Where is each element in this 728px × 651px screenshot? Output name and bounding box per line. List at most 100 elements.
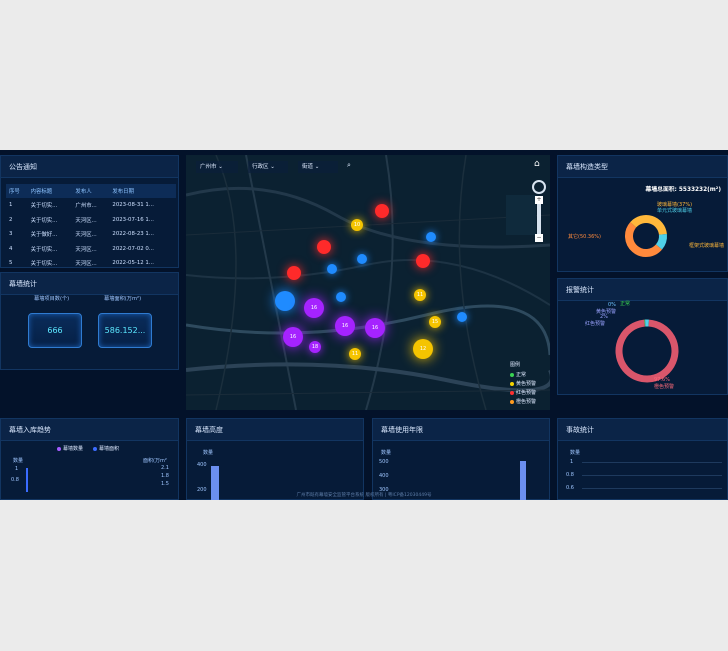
- table-row[interactable]: 3 关于做好... 天河区... 2022-08-23 1...: [9, 231, 155, 239]
- compass-icon[interactable]: [532, 180, 546, 194]
- alarm-label-2pct: 2%: [600, 314, 608, 320]
- map-marker[interactable]: [336, 292, 346, 302]
- alarm-label-0pct: 0%: [608, 302, 616, 308]
- search-icon[interactable]: ⌕: [347, 161, 351, 169]
- height-bar: [211, 466, 219, 500]
- map-marker[interactable]: 16: [335, 316, 355, 336]
- zoom-out-button[interactable]: −: [535, 234, 543, 242]
- col-publisher: 发布人: [72, 184, 110, 198]
- table-row[interactable]: 4 关于切实... 天河区... 2022-07-02 0...: [9, 245, 155, 253]
- map-marker[interactable]: 16: [304, 298, 324, 318]
- map-marker[interactable]: [426, 232, 436, 242]
- alarm-label-orange: 橙色预警: [654, 384, 675, 390]
- height-tick: 400: [197, 462, 207, 468]
- alarm-title: 报警统计: [558, 279, 727, 301]
- map-marker[interactable]: 11: [414, 289, 426, 301]
- accident-tick: 1: [570, 459, 574, 465]
- map-marker[interactable]: [457, 312, 467, 322]
- map-background: [186, 155, 550, 410]
- legend-dot-icon: [93, 446, 97, 451]
- zoom-in-button[interactable]: +: [535, 196, 543, 204]
- age-tick: 300: [379, 487, 389, 493]
- street-select[interactable]: 街道 ⌄: [298, 161, 338, 173]
- map[interactable]: 广州市 ⌄ 行政区 ⌄ 街道 ⌄ ⌕ ⌂ + − 10 11 15 16 16 16 16 1…: [186, 155, 550, 410]
- map-marker[interactable]: [317, 240, 331, 254]
- structure-label-unit: 单元式玻璃幕墙: [657, 208, 693, 214]
- trend-line-series: [26, 468, 28, 492]
- alarm-label-red: 红色预警: [585, 321, 606, 327]
- district-select[interactable]: 行政区 ⌄: [248, 161, 288, 173]
- map-marker[interactable]: 12: [413, 339, 433, 359]
- map-marker[interactable]: [357, 254, 367, 264]
- legend-yellow: 黄色预警: [510, 380, 536, 387]
- table-row[interactable]: 2 关于切实... 天河区... 2023-07-16 1...: [9, 216, 155, 224]
- accident-gridline: [582, 488, 722, 489]
- structure-label-other: 其它(50.36%): [568, 234, 601, 240]
- map-legend: 图例 正常 黄色预警 红色预警 橙色预警: [508, 361, 548, 409]
- legend-red: 红色预警: [510, 389, 536, 396]
- age-bar: [520, 461, 526, 500]
- map-marker[interactable]: [327, 264, 337, 274]
- trend-right-axis-label: 面积(万m²: [143, 458, 167, 464]
- alarm-donut-chart: [615, 319, 679, 383]
- map-marker[interactable]: [275, 291, 295, 311]
- trend-right-tick: 2.1: [161, 465, 169, 471]
- age-title: 幕墙使用年限: [373, 419, 549, 441]
- accident-gridline: [582, 475, 722, 476]
- age-tick: 500: [379, 459, 389, 465]
- accident-tick: 0.6: [566, 485, 574, 491]
- accident-title: 事故统计: [558, 419, 727, 441]
- count-value: 666: [28, 313, 82, 348]
- legend-marker-icon: [510, 390, 514, 395]
- city-select[interactable]: 广州市 ⌄: [196, 161, 238, 173]
- legend-orange: 橙色预警: [510, 398, 536, 405]
- trend-right-tick: 1.5: [161, 481, 169, 487]
- alarm-label-97pct: 97.6%: [654, 377, 670, 383]
- table-row[interactable]: 1 关于切实... 广州市... 2023-08-31 1...: [9, 202, 155, 210]
- structure-slice-2[interactable]: [655, 233, 667, 250]
- stats-panel: 幕墙统计: [0, 272, 179, 370]
- structure-label-glass: 玻璃幕墙(37%): [657, 202, 693, 208]
- height-tick: 200: [197, 487, 207, 493]
- structure-donut-chart: [625, 215, 667, 257]
- age-axis-label: 数量: [381, 450, 392, 456]
- table-row[interactable]: 5 关于切实... 天河区... 2022-05-12 1...: [9, 260, 155, 268]
- zoom-slider[interactable]: [537, 199, 541, 239]
- map-marker[interactable]: [287, 266, 301, 280]
- chevron-down-icon: ⌄: [270, 164, 275, 170]
- area-value: 586.152...: [98, 313, 152, 348]
- alarm-label-yellow: 黄色预警: [596, 309, 617, 315]
- trend-panel: 幕墙入库趋势 幕墙数量 幕墙面积 数量 面积(万m² 1 0.8 2.1 1.8…: [0, 418, 179, 500]
- alarm-slice-3[interactable]: [615, 319, 679, 383]
- accident-tick: 0.8: [566, 472, 574, 478]
- height-axis-label: 数量: [203, 450, 214, 456]
- alarm-panel: 报警统计 0% 正常 黄色预警 2% 红色预警 97.6% 橙色预警: [557, 278, 728, 395]
- map-marker[interactable]: 15: [429, 316, 441, 328]
- trend-legend-area: 幕墙面积: [93, 445, 119, 452]
- map-marker[interactable]: 11: [349, 348, 361, 360]
- map-marker[interactable]: [416, 254, 430, 268]
- map-marker[interactable]: 16: [283, 327, 303, 347]
- accident-axis-label: 数量: [570, 450, 581, 456]
- age-panel: 幕墙使用年限 数量 500 400 300: [372, 418, 550, 500]
- trend-left-tick: 0.8: [11, 477, 19, 483]
- home-icon[interactable]: ⌂: [534, 159, 540, 169]
- stats-title: 幕墙统计: [1, 273, 178, 295]
- structure-slice-0[interactable]: [625, 222, 663, 257]
- trend-title: 幕墙入库趋势: [1, 419, 178, 441]
- map-marker[interactable]: [375, 204, 389, 218]
- legend-marker-icon: [510, 399, 514, 404]
- map-marker[interactable]: 16: [365, 318, 385, 338]
- map-marker[interactable]: 18: [309, 341, 321, 353]
- col-title: 内容标题: [27, 184, 73, 198]
- legend-marker-icon: [510, 381, 514, 386]
- legend-normal: 正常: [510, 371, 526, 378]
- accident-gridline: [582, 462, 722, 463]
- legend-marker-icon: [510, 372, 514, 377]
- height-title: 幕墙高度: [187, 419, 363, 441]
- count-label: 幕墙项目数(个): [34, 296, 70, 302]
- structure-panel: 幕墙构造类型 幕墙总面积: 5533232(m²) 其它(50.36%) 玻璃幕…: [557, 155, 728, 272]
- structure-slice-1[interactable]: [630, 215, 667, 236]
- accident-panel: 事故统计 数量 1 0.8 0.6: [557, 418, 728, 500]
- map-marker[interactable]: 10: [351, 219, 363, 231]
